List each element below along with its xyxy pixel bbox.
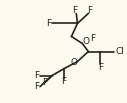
Text: F: F — [90, 35, 95, 43]
Text: F: F — [87, 6, 92, 15]
Text: F: F — [62, 77, 67, 86]
Text: O: O — [70, 57, 77, 67]
Text: F: F — [42, 78, 47, 87]
Text: F: F — [34, 71, 39, 80]
Text: O: O — [82, 37, 89, 46]
Text: Cl: Cl — [116, 47, 124, 56]
Text: F: F — [34, 82, 39, 91]
Text: F: F — [73, 6, 78, 15]
Text: F: F — [98, 63, 103, 72]
Text: F: F — [46, 19, 51, 28]
